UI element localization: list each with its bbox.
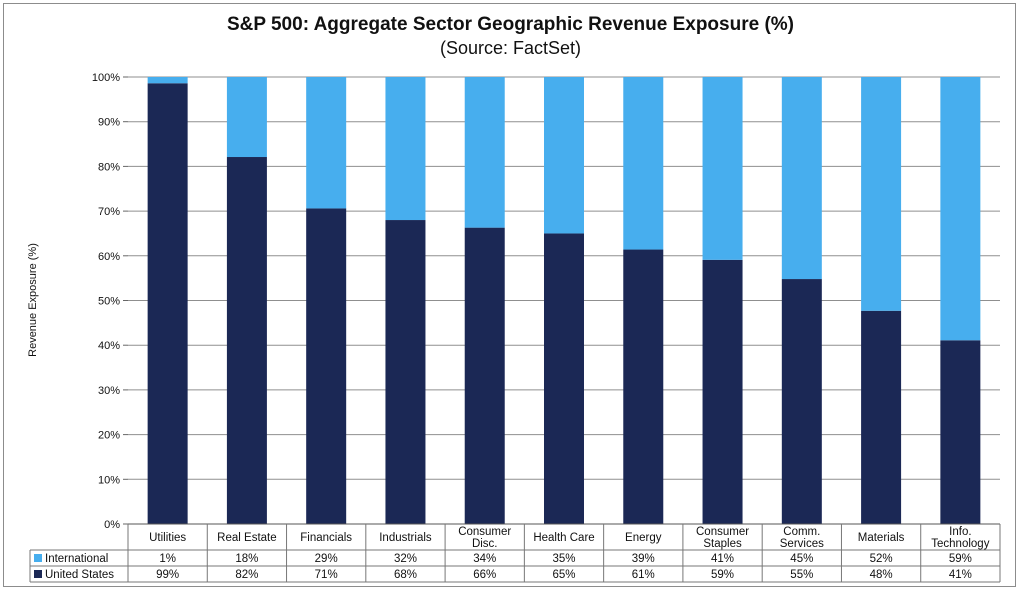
data-label: 99%	[156, 569, 179, 581]
data-label: 18%	[235, 553, 258, 565]
y-tick-label: 70%	[98, 206, 120, 218]
data-label: 39%	[632, 553, 655, 565]
x-category-label: Real Estate	[217, 532, 276, 544]
bar-international	[544, 77, 584, 234]
y-tick-label: 30%	[98, 385, 120, 397]
bar-international	[385, 77, 426, 221]
y-tick-label: 60%	[98, 251, 120, 263]
y-tick-label: 100%	[92, 72, 120, 84]
bar-international	[464, 77, 505, 228]
bar-international	[940, 77, 981, 341]
x-category-label: Utilities	[149, 532, 186, 544]
x-category-label: Consumer	[696, 526, 749, 538]
bar-international	[702, 77, 743, 260]
chart-subtitle: (Source: FactSet)	[439, 38, 582, 58]
bar-united-states	[226, 157, 267, 524]
bar-international	[781, 77, 822, 280]
bar-united-states	[147, 83, 188, 525]
bar-international	[306, 77, 347, 209]
data-label: 82%	[235, 569, 258, 581]
data-label: 71%	[315, 569, 338, 581]
bar-united-states	[464, 227, 505, 524]
bar-international	[861, 77, 902, 311]
legend-series-name: United States	[45, 569, 114, 581]
data-label: 59%	[949, 553, 972, 565]
data-label: 66%	[473, 569, 496, 581]
data-label: 29%	[315, 553, 338, 565]
x-category-label: Energy	[625, 532, 662, 544]
legend-swatch	[34, 554, 42, 562]
data-label: 68%	[394, 569, 417, 581]
chart-title: S&P 500: Aggregate Sector Geographic Rev…	[226, 14, 794, 35]
x-category-label: Technology	[931, 538, 989, 550]
y-tick-label: 50%	[98, 296, 120, 308]
bar-united-states	[385, 220, 426, 525]
data-label: 41%	[949, 569, 972, 581]
data-label: 1%	[159, 553, 176, 565]
data-label: 35%	[552, 553, 575, 565]
y-tick-label: 0%	[104, 519, 120, 531]
data-label: 48%	[870, 569, 893, 581]
bar-united-states	[544, 233, 584, 524]
data-label: 32%	[394, 553, 417, 565]
x-category-label: Industrials	[379, 532, 432, 544]
bar-united-states	[623, 249, 664, 525]
y-tick-label: 90%	[98, 117, 120, 129]
data-label: 61%	[632, 569, 655, 581]
legend-series-name: International	[45, 553, 108, 565]
x-category-label: Consumer	[458, 526, 511, 538]
x-category-label: Info.	[949, 526, 971, 538]
x-category-label: Services	[780, 538, 824, 550]
y-tick-label: 10%	[98, 474, 120, 486]
y-tick-label: 40%	[98, 340, 120, 352]
data-label: 45%	[790, 553, 813, 565]
bar-international	[623, 77, 664, 250]
bar-united-states	[702, 259, 743, 524]
x-category-label: Materials	[858, 532, 905, 544]
bar-united-states	[781, 279, 822, 524]
x-category-label: Financials	[300, 532, 352, 544]
bar-united-states	[940, 340, 981, 524]
x-category-label: Comm.	[783, 526, 820, 538]
y-tick-label: 80%	[98, 161, 120, 173]
legend-swatch	[34, 570, 42, 578]
data-label: 55%	[790, 569, 813, 581]
x-category-label: Health Care	[533, 532, 594, 544]
y-tick-label: 20%	[98, 430, 120, 442]
bar-international	[226, 77, 267, 158]
data-label: 41%	[711, 553, 734, 565]
data-label: 65%	[552, 569, 575, 581]
bar-united-states	[861, 310, 902, 524]
data-label: 52%	[870, 553, 893, 565]
data-label: 59%	[711, 569, 734, 581]
data-label: 34%	[473, 553, 496, 565]
bar-united-states	[306, 208, 347, 524]
bar-international	[147, 77, 188, 84]
x-category-label: Disc.	[472, 538, 498, 550]
x-category-label: Staples	[703, 538, 742, 550]
